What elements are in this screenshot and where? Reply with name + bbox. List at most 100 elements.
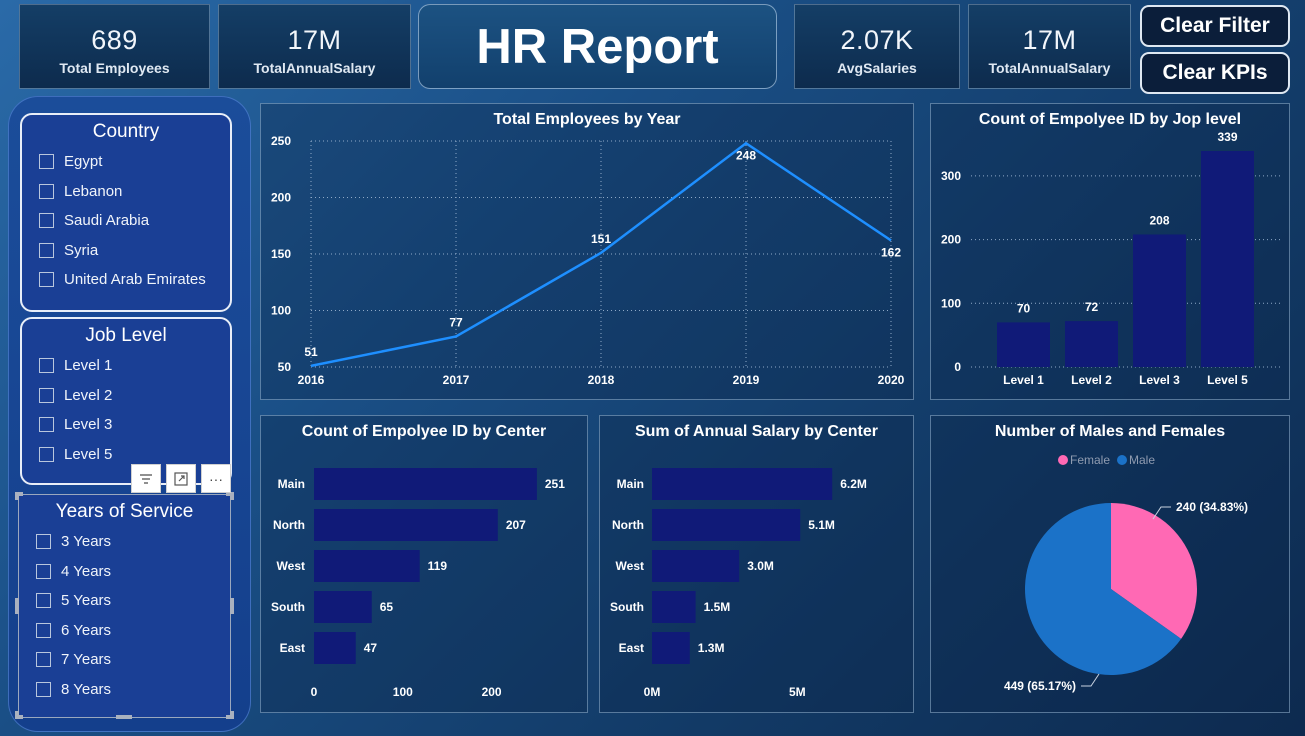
chart-title: Count of Empolyee ID by Center xyxy=(301,423,547,440)
data-label: 65 xyxy=(380,600,394,614)
filter-icon-glyph xyxy=(140,474,152,484)
data-label: 119 xyxy=(428,559,448,573)
kpi-label: AvgSalaries xyxy=(837,60,917,76)
kpi-total-employees: 689 Total Employees xyxy=(19,4,210,89)
clear-kpis-button[interactable]: Clear KPIs xyxy=(1140,52,1290,94)
checkbox[interactable] xyxy=(39,446,54,462)
slicer-option-label: Saudi Arabia xyxy=(64,212,150,230)
slicer-option[interactable]: 5 Years xyxy=(19,586,230,616)
checkbox[interactable] xyxy=(36,593,51,609)
report-title: HR Report xyxy=(476,20,719,74)
checkbox[interactable] xyxy=(39,358,54,374)
slicer-option-label: Lebanon xyxy=(64,182,123,200)
resize-handle[interactable] xyxy=(230,711,234,719)
data-label: 47 xyxy=(364,641,378,655)
chart-title: Total Employees by Year xyxy=(493,111,681,128)
filter-icon[interactable] xyxy=(131,464,161,493)
kpi-label: Total Employees xyxy=(59,60,170,76)
y-tick-label: 200 xyxy=(941,233,961,247)
resize-handle[interactable] xyxy=(15,715,23,719)
kpi-avg-salaries: 2.07K AvgSalaries xyxy=(794,4,960,89)
slicer-option[interactable]: Level 3 xyxy=(22,410,230,440)
clear-filter-button[interactable]: Clear Filter xyxy=(1140,5,1290,47)
slicer-option[interactable]: 4 Years xyxy=(19,557,230,587)
data-label: 248 xyxy=(736,148,756,162)
slicer-option[interactable]: United Arab Emirates xyxy=(22,265,230,295)
data-label: 207 xyxy=(506,518,526,532)
resize-handle[interactable] xyxy=(230,492,234,500)
slicer-option[interactable]: 6 Years xyxy=(19,616,230,646)
data-label: 162 xyxy=(881,245,901,259)
bar xyxy=(314,550,420,582)
bar-chart-employees-center: Main 251 North 207 West 119 South 65 East 47 0 100 2… xyxy=(271,468,565,699)
checkbox[interactable] xyxy=(36,563,51,579)
data-label: 251 xyxy=(545,477,565,491)
x-tick-label: Level 1 xyxy=(1003,373,1044,387)
checkbox[interactable] xyxy=(39,183,54,199)
resize-handle[interactable] xyxy=(230,598,234,614)
y-tick-label: Main xyxy=(617,477,644,491)
legend-marker xyxy=(1058,455,1068,465)
x-tick-label: 2020 xyxy=(878,373,905,387)
checkbox[interactable] xyxy=(36,622,51,638)
more-options-icon[interactable]: ··· xyxy=(201,464,231,493)
y-tick-label: North xyxy=(612,518,644,532)
y-tick-label: 0 xyxy=(954,360,961,374)
checkbox[interactable] xyxy=(39,154,54,170)
slicer-option[interactable]: Saudi Arabia xyxy=(22,206,230,236)
data-label: 51 xyxy=(304,345,318,359)
bar-chart-salary-center: Main 6.2M North 5.1M West 3.0M South 1.5M East 1.… xyxy=(610,468,867,699)
bar xyxy=(997,322,1050,367)
data-label: 1.3M xyxy=(698,641,725,655)
data-label: 1.5M xyxy=(704,600,731,614)
kpi-total-annual-salary: 17M TotalAnnualSalary xyxy=(218,4,411,89)
leader-line xyxy=(1152,506,1171,520)
checkbox[interactable] xyxy=(36,652,51,668)
resize-handle[interactable] xyxy=(116,715,132,719)
bar xyxy=(652,550,740,582)
bar xyxy=(652,591,696,623)
slicer-option[interactable]: Egypt xyxy=(22,147,230,177)
country-slicer: Country Egypt Lebanon Saudi Arabia Syria Uni… xyxy=(20,113,232,312)
data-label: 72 xyxy=(1085,300,1099,314)
slicer-option[interactable]: 7 Years xyxy=(19,645,230,675)
slicer-option-label: Egypt xyxy=(64,153,103,171)
report-title-box: HR Report xyxy=(418,4,777,89)
checkbox[interactable] xyxy=(39,417,54,433)
employees-by-year-card: Total Employees by Year 50 100 150 200 250 20… xyxy=(260,103,914,400)
slicer-option[interactable]: 8 Years xyxy=(19,675,230,705)
checkbox[interactable] xyxy=(36,534,51,550)
checkbox[interactable] xyxy=(39,213,54,229)
resize-handle[interactable] xyxy=(15,598,19,614)
slicer-option[interactable]: Level 2 xyxy=(22,381,230,411)
y-tick-label: East xyxy=(280,641,305,655)
resize-handle[interactable] xyxy=(15,711,19,719)
data-label: 151 xyxy=(591,232,611,246)
slicer-option[interactable]: Lebanon xyxy=(22,177,230,207)
resize-handle[interactable] xyxy=(15,492,23,496)
kpi-value: 17M xyxy=(287,25,342,55)
slicer-option-label: Level 3 xyxy=(64,416,113,434)
bar xyxy=(652,632,690,664)
chart-title: Sum of Annual Salary by Center xyxy=(634,423,878,440)
slicer-option[interactable]: Level 5 xyxy=(22,440,230,470)
checkbox[interactable] xyxy=(39,242,54,258)
x-tick-label: 200 xyxy=(482,685,502,699)
y-tick-label: 250 xyxy=(271,134,291,148)
focus-mode-icon[interactable] xyxy=(166,464,196,493)
checkbox[interactable] xyxy=(39,272,54,288)
years-of-service-slicer: Years of Service 3 Years 4 Years 5 Years 6 … xyxy=(18,494,231,718)
pie-chart: Female Male 240 (34.83%) 449 (65.17%) xyxy=(1004,453,1248,693)
leader-line xyxy=(1081,673,1100,687)
slicer-option[interactable]: Syria xyxy=(22,236,230,266)
salary-by-center-card: Sum of Annual Salary by Center Main 6.2M N… xyxy=(599,415,914,713)
x-tick-label: 100 xyxy=(393,685,413,699)
slicer-option[interactable]: 3 Years xyxy=(19,527,230,557)
checkbox[interactable] xyxy=(39,387,54,403)
slicer-option[interactable]: Level 1 xyxy=(22,351,230,381)
resize-handle[interactable] xyxy=(15,492,19,500)
x-tick-label: 0 xyxy=(311,685,318,699)
y-tick-label: South xyxy=(271,600,305,614)
line-chart: 50 100 150 200 250 2016 2017 2018 2019 2020 51 77 15… xyxy=(271,134,905,387)
checkbox[interactable] xyxy=(36,681,51,697)
